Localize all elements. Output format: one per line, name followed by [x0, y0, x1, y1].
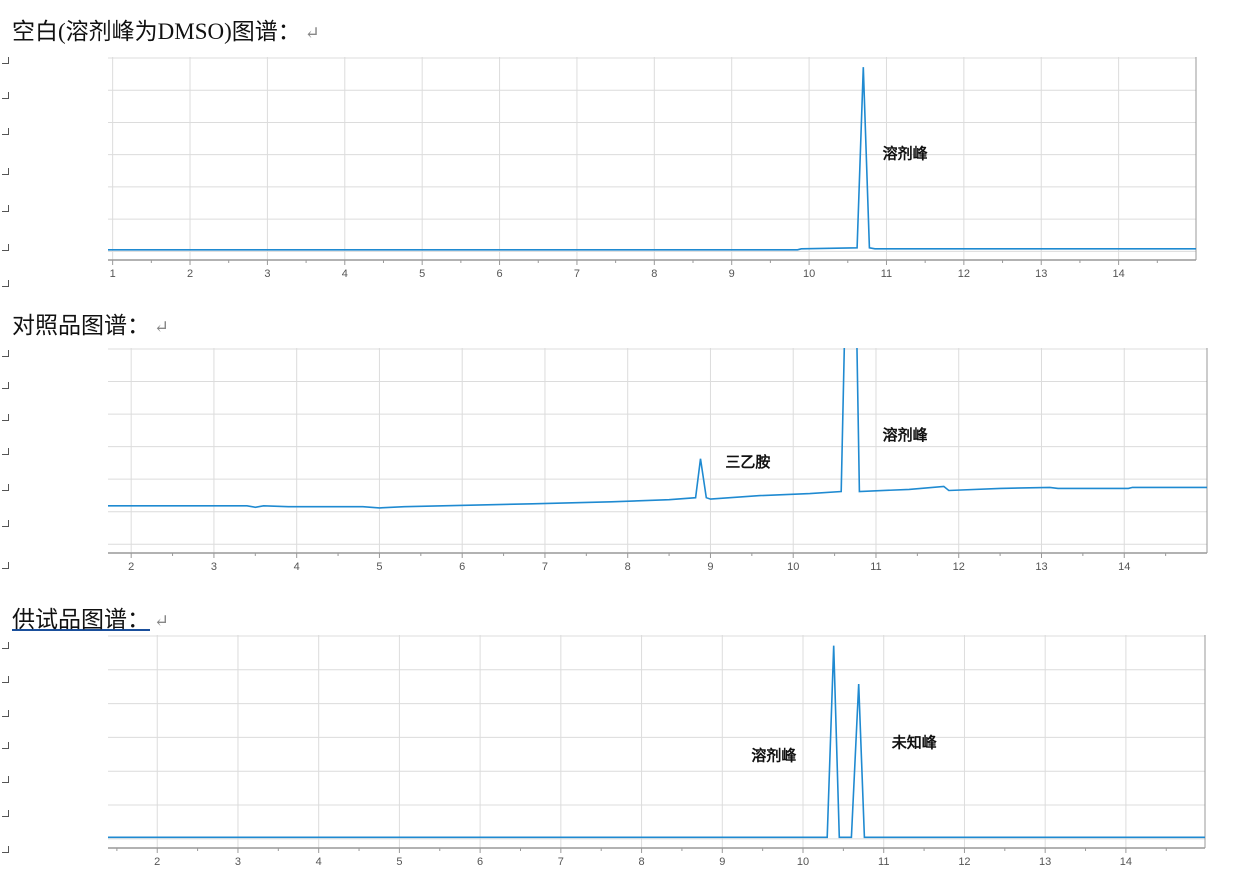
text-boundary-mark	[2, 128, 9, 135]
x-tick-label: 10	[787, 561, 799, 573]
text-boundary-mark	[2, 57, 9, 64]
peak-label: 溶剂峰	[883, 144, 929, 162]
x-tick-label: 3	[211, 561, 217, 573]
x-tick-label: 14	[1120, 856, 1132, 868]
text-boundary-mark	[2, 520, 9, 527]
chromatogram-reference: 2 3 4 5 6 7 8 9 10 11 12 13 14 三乙胺 溶剂峰	[108, 348, 1208, 573]
x-tick-label: 5	[376, 561, 382, 573]
x-tick-label: 5	[419, 268, 425, 280]
x-tick-label: 7	[558, 856, 564, 868]
x-tick-label: 2	[154, 856, 160, 868]
x-tick-label: 7	[574, 268, 580, 280]
heading-blank: 空白(溶剂峰为DMSO)图谱： ↵	[12, 12, 320, 46]
peak-label: 未知峰	[891, 734, 938, 752]
x-tick-label: 9	[719, 856, 725, 868]
paragraph-mark-icon: ↵	[154, 317, 170, 337]
x-tick-label: 13	[1039, 856, 1051, 868]
x-tick-label: 6	[477, 856, 483, 868]
text-boundary-mark	[2, 562, 9, 569]
x-tick-label: 6	[459, 561, 465, 573]
x-tick-label: 8	[625, 561, 631, 573]
x-tick-label: 12	[953, 561, 965, 573]
text-boundary-mark	[2, 810, 9, 817]
heading-text: 空白(溶剂峰为DMSO)图谱：	[12, 19, 301, 44]
paragraph-mark-icon: ↵	[304, 23, 320, 43]
chromatogram-trace	[108, 348, 1207, 509]
x-tick-label: 9	[729, 268, 735, 280]
text-boundary-mark	[2, 382, 9, 389]
text-boundary-mark	[2, 676, 9, 683]
x-tick-label: 1	[110, 268, 116, 280]
x-tick-label: 11	[870, 561, 881, 573]
x-tick-label: 4	[294, 561, 300, 573]
x-tick-label: 14	[1112, 268, 1124, 280]
text-boundary-mark	[2, 846, 9, 853]
text-boundary-mark	[2, 205, 9, 212]
x-tick-label: 12	[958, 268, 970, 280]
x-tick-label: 2	[187, 268, 193, 280]
x-tick-label: 12	[958, 856, 970, 868]
x-tick-label: 11	[878, 856, 889, 868]
chromatogram-trace	[108, 645, 1205, 839]
text-boundary-mark	[2, 280, 9, 287]
heading-text: 对照品图谱：	[12, 313, 150, 338]
chromatogram-trace	[108, 67, 1196, 251]
text-boundary-mark	[2, 742, 9, 749]
x-tick-label: 11	[881, 268, 892, 280]
x-tick-label: 10	[797, 856, 809, 868]
text-boundary-mark	[2, 92, 9, 99]
x-tick-label: 4	[316, 856, 322, 868]
heading-reference: 对照品图谱： ↵	[12, 306, 169, 340]
text-boundary-mark	[2, 776, 9, 783]
x-tick-label: 4	[342, 268, 348, 280]
peak-label: 三乙胺	[725, 453, 770, 471]
x-tick-label: 6	[496, 268, 502, 280]
text-boundary-mark	[2, 414, 9, 421]
text-boundary-mark	[2, 168, 9, 175]
heading-text: 供试品图谱：	[12, 607, 150, 632]
x-tick-label: 14	[1118, 561, 1130, 573]
x-tick-label: 13	[1035, 561, 1047, 573]
x-tick-label: 7	[542, 561, 548, 573]
x-tick-label: 9	[707, 561, 713, 573]
text-boundary-mark	[2, 244, 9, 251]
x-tick-label: 3	[264, 268, 270, 280]
x-tick-label: 3	[235, 856, 241, 868]
paragraph-mark-icon: ↵	[154, 611, 170, 631]
peak-label: 溶剂峰	[883, 426, 929, 444]
x-tick-label: 8	[651, 268, 657, 280]
x-tick-label: 8	[639, 856, 645, 868]
x-tick-label: 13	[1035, 268, 1047, 280]
chromatogram-sample: 2 3 4 5 6 7 8 9 10 11 12 13 14 溶剂峰 未知峰	[108, 635, 1206, 868]
text-boundary-mark	[2, 710, 9, 717]
x-tick-label: 2	[128, 561, 134, 573]
peak-label: 溶剂峰	[751, 746, 797, 764]
text-boundary-mark	[2, 642, 9, 649]
x-tick-label: 5	[396, 856, 402, 868]
text-boundary-mark	[2, 448, 9, 455]
heading-sample: 供试品图谱： ↵	[12, 600, 169, 634]
x-tick-label: 10	[803, 268, 815, 280]
text-boundary-mark	[2, 484, 9, 491]
text-boundary-mark	[2, 350, 9, 357]
